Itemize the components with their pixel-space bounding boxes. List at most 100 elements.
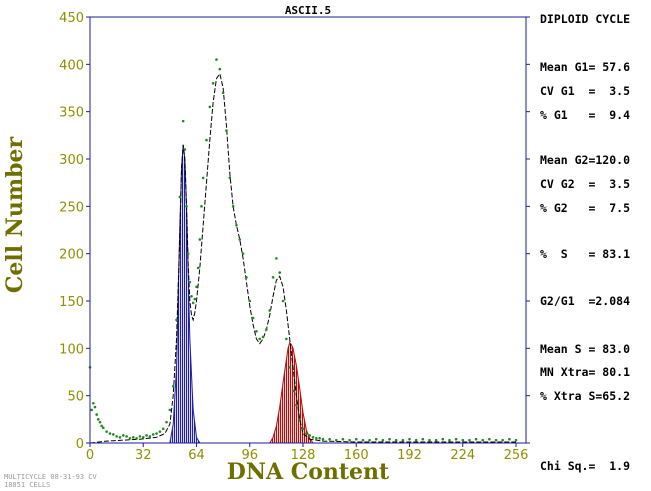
- data-point: [175, 318, 178, 322]
- data-point: [128, 436, 132, 440]
- data-point: [275, 257, 278, 260]
- g1-peak: [169, 144, 201, 444]
- data-point: [121, 434, 125, 437]
- data-point: [193, 297, 197, 301]
- data-point: [361, 438, 365, 442]
- y-tick-label: 0: [76, 437, 84, 452]
- y-tick-label: 200: [59, 248, 84, 263]
- data-point: [191, 301, 195, 305]
- data-point: [271, 276, 275, 279]
- y-axis-label: Cell Number: [2, 136, 28, 293]
- x-tick-label: 128: [291, 448, 316, 463]
- data-point: [448, 438, 451, 442]
- data-point: [111, 433, 115, 436]
- footer-software-line: MULTICYCLE 08-31-93 CV: [4, 473, 97, 481]
- data-point: [148, 435, 152, 438]
- data-point: [95, 413, 98, 416]
- data-point: [93, 405, 97, 409]
- stat-pct-s: % S = 83.1: [540, 247, 631, 261]
- data-point: [401, 438, 405, 442]
- plot-frame: [89, 16, 527, 444]
- data-point: [241, 252, 245, 255]
- data-point: [235, 223, 238, 227]
- data-point: [198, 238, 202, 241]
- fit-line: [89, 72, 517, 444]
- data-point: [334, 438, 338, 442]
- data-point: [211, 81, 215, 85]
- data-point: [258, 337, 262, 341]
- data-point: [228, 176, 232, 180]
- data-point: [251, 316, 255, 320]
- y-tick-label: 300: [59, 153, 84, 168]
- y-tick-label: 400: [59, 58, 84, 73]
- data-point: [408, 437, 411, 441]
- axes: [89, 16, 527, 444]
- data-point: [151, 433, 155, 436]
- data-point: [215, 58, 218, 61]
- data-point: [138, 435, 142, 438]
- stat-cv-g2: CV G2 = 3.5: [540, 177, 631, 191]
- data-point: [200, 205, 203, 208]
- data-point: [108, 432, 112, 435]
- data-point: [394, 438, 398, 442]
- y-tick-label: 150: [59, 295, 84, 310]
- data-point: [98, 420, 102, 424]
- data-point: [135, 436, 138, 440]
- y-tick-label: 250: [59, 200, 84, 215]
- stat-mean-s: Mean S = 83.0: [540, 342, 631, 356]
- fit-line-layer: [89, 72, 517, 444]
- stat-pct-g2: % G2 = 7.5: [540, 201, 631, 215]
- x-tick-label: 32: [135, 448, 152, 463]
- data-point: [311, 436, 315, 439]
- data-point: [118, 436, 122, 439]
- data-point: [468, 438, 471, 442]
- stat-mean-g1: Mean G1= 57.6: [540, 60, 631, 74]
- data-point: [115, 435, 118, 438]
- data-point: [341, 437, 345, 441]
- data-point: [321, 437, 325, 441]
- data-point: [171, 384, 175, 388]
- data-point: [315, 436, 318, 440]
- data-point: [255, 329, 258, 333]
- data-point: [218, 67, 222, 71]
- stat-mn-xtra: MN Xtra= 80.1: [540, 365, 631, 379]
- data-point: [354, 437, 358, 441]
- stat-pct-g1: % G1 = 9.4: [540, 108, 631, 122]
- data-point: [186, 252, 190, 255]
- data-point: [514, 438, 518, 442]
- data-point: [421, 437, 425, 441]
- data-point: [188, 280, 192, 284]
- data-point: [102, 426, 105, 430]
- data-point: [248, 299, 252, 303]
- data-point: [196, 266, 200, 270]
- data-point: [305, 432, 308, 435]
- stats-heading: DIPLOID CYCLE: [540, 12, 631, 26]
- data-point: [158, 430, 162, 433]
- data-point: [488, 437, 491, 441]
- data-point: [161, 427, 165, 431]
- data-point: [454, 437, 458, 441]
- tick-layer: 0 50 100 150 200 250 300 350 400 450 0 32 64 96 128 160…: [59, 11, 530, 463]
- peak-fills: [169, 144, 314, 444]
- stat-chi-sq: Chi Sq.= 1.9: [540, 459, 631, 473]
- data-point: [178, 195, 182, 199]
- data-point: [221, 91, 225, 95]
- stat-pct-xtra-s: % Xtra S=65.2: [540, 389, 631, 403]
- data-point: [205, 138, 208, 142]
- data-point: [508, 437, 511, 441]
- y-tick-label: 100: [59, 342, 84, 357]
- data-point: [100, 424, 103, 428]
- data-point: [298, 418, 301, 421]
- data-point: [225, 129, 228, 132]
- data-point: [131, 436, 135, 439]
- data-point: [348, 438, 351, 442]
- y-tick-label: 450: [59, 11, 84, 26]
- data-point: [295, 403, 298, 407]
- data-point: [168, 408, 172, 412]
- data-point: [268, 309, 272, 312]
- x-tick-label: 192: [397, 448, 422, 463]
- data-point: [141, 436, 145, 439]
- data-point: [261, 335, 265, 339]
- data-point: [181, 119, 185, 123]
- data-point: [105, 430, 108, 433]
